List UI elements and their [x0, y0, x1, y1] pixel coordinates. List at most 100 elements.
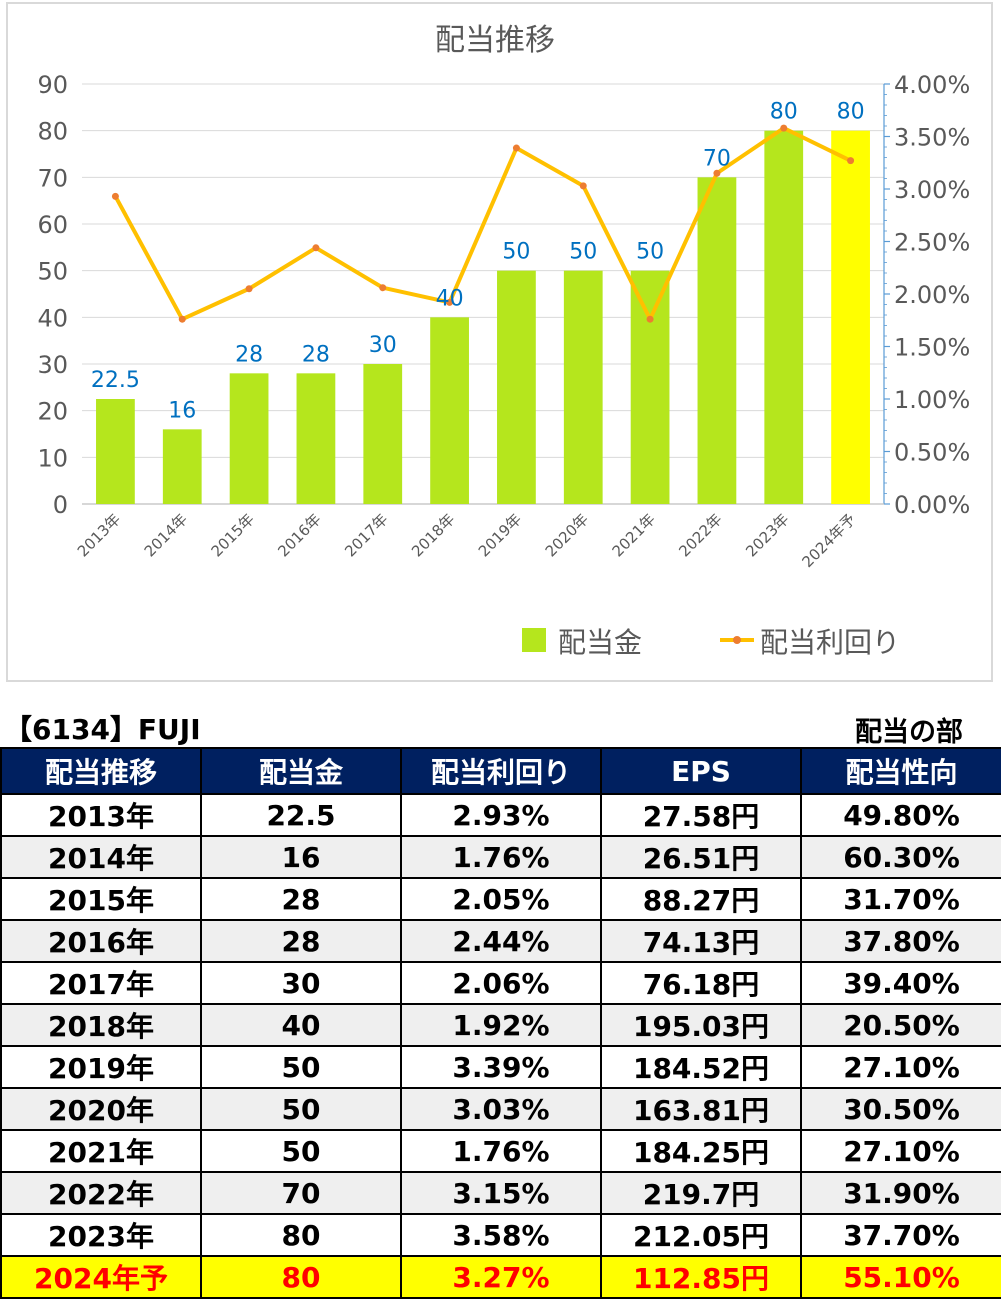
cell-payout: 31.70%: [800, 877, 1001, 921]
cell-year: 2016年: [0, 919, 202, 963]
cell-eps: 219.7円: [600, 1171, 802, 1215]
y-left-tick-label: 50: [37, 258, 68, 286]
cell-dividend: 28: [200, 877, 402, 921]
table-row: 2022年 70 3.15% 219.7円 31.90%: [0, 1171, 1001, 1215]
cell-yield: 2.06%: [400, 961, 602, 1005]
legend-swatch-dividend: [522, 628, 546, 652]
header-yield: 配当利回り: [400, 747, 602, 795]
cell-eps: 76.18円: [600, 961, 802, 1005]
x-tick-label: 2018年: [408, 510, 458, 560]
cell-yield: 3.39%: [400, 1045, 602, 1089]
point-yield: [178, 315, 186, 323]
cell-year: 2014年: [0, 835, 202, 879]
dividend-table: 配当推移 配当金 配当利回り EPS 配当性向 2013年 22.5 2.93% 27…: [0, 747, 1001, 1299]
cell-payout: 37.80%: [800, 919, 1001, 963]
cell-yield: 1.92%: [400, 1003, 602, 1047]
cell-eps: 163.81円: [600, 1087, 802, 1131]
y-right-tick-label: 2.00%: [894, 281, 970, 309]
table-row: 2015年 28 2.05% 88.27円 31.70%: [0, 877, 1001, 921]
cell-yield: 1.76%: [400, 1129, 602, 1173]
bar-data-label: 50: [636, 240, 664, 265]
cell-eps: 26.51円: [600, 835, 802, 879]
cell-year: 2015年: [0, 877, 202, 921]
x-tick-label: 2023年: [742, 510, 792, 560]
table-row: 2014年 16 1.76% 26.51円 60.30%: [0, 835, 1001, 879]
cell-payout: 37.70%: [800, 1213, 1001, 1257]
table-row: 2021年 50 1.76% 184.25円 27.10%: [0, 1129, 1001, 1173]
cell-year: 2023年: [0, 1213, 202, 1257]
x-tick-label: 2016年: [274, 510, 324, 560]
bar-dividend: [296, 373, 336, 504]
x-tick-label: 2019年: [475, 510, 525, 560]
point-yield: [579, 182, 587, 190]
cell-dividend: 40: [200, 1003, 402, 1047]
bar-data-label: 50: [569, 240, 597, 265]
y-right-tick-label: 0.50%: [894, 439, 970, 467]
cell-year: 2018年: [0, 1003, 202, 1047]
cell-yield: 3.15%: [400, 1171, 602, 1215]
y-left-tick-label: 90: [37, 71, 68, 99]
cell-year: 2019年: [0, 1045, 202, 1089]
x-tick-label: 2021年: [609, 510, 659, 560]
point-yield: [847, 157, 855, 165]
cell-eps: 195.03円: [600, 1003, 802, 1047]
cell-dividend: 22.5: [200, 793, 402, 837]
point-yield: [446, 298, 454, 306]
x-tick-label: 2015年: [208, 510, 258, 560]
cell-dividend: 50: [200, 1045, 402, 1089]
cell-dividend: 50: [200, 1129, 402, 1173]
chart-canvas: 配当推移 0 10 20 30 40 50 60 70 80 90 0.00% 0.50% 1.00% 1.…: [37, 23, 970, 659]
legend-label-yield: 配当利回り: [760, 626, 900, 659]
cell-yield: 3.58%: [400, 1213, 602, 1257]
x-tick-label: 2013年: [74, 510, 124, 560]
table-row: 2023年 80 3.58% 212.05円 37.70%: [0, 1213, 1001, 1257]
cell-eps: 184.25円: [600, 1129, 802, 1173]
bar-data-label: 80: [837, 100, 865, 125]
bar-dividend: [831, 130, 870, 504]
bar-data-label: 30: [369, 333, 397, 358]
cell-yield: 2.93%: [400, 793, 602, 837]
cell-eps: 212.05円: [600, 1213, 802, 1257]
bar-data-label: 70: [703, 146, 731, 171]
y-right-tick-label: 3.00%: [894, 176, 970, 204]
bar-data-label: 28: [302, 342, 330, 367]
legend-label-dividend: 配当金: [558, 626, 642, 659]
cell-dividend: 50: [200, 1087, 402, 1131]
y-right-tick-label: 3.50%: [894, 124, 970, 152]
cell-eps: 74.13円: [600, 919, 802, 963]
cell-yield: 2.05%: [400, 877, 602, 921]
bar-data-label: 22.5: [91, 368, 140, 393]
point-yield: [379, 284, 387, 292]
y-left-tick-label: 80: [37, 118, 68, 146]
table-row: 2017年 30 2.06% 76.18円 39.40%: [0, 961, 1001, 1005]
y-left-tick-label: 40: [37, 304, 68, 332]
cell-dividend: 70: [200, 1171, 402, 1215]
x-tick-label: 2024年予: [798, 510, 859, 571]
cell-payout: 20.50%: [800, 1003, 1001, 1047]
line-yield: [113, 126, 852, 322]
cell-year: 2013年: [0, 793, 202, 837]
cell-dividend: 80: [200, 1255, 402, 1299]
y-right-tick-label: 4.00%: [894, 71, 970, 99]
dividend-chart: 配当推移 0 10 20 30 40 50 60 70 80 90 0.00% 0.50% 1.00% 1.…: [6, 2, 993, 682]
table-row: 2020年 50 3.03% 163.81円 30.50%: [0, 1087, 1001, 1131]
bar-data-label: 40: [436, 286, 464, 311]
bar-data-label: 16: [168, 398, 196, 423]
point-yield: [713, 169, 721, 177]
cell-year: 2021年: [0, 1129, 202, 1173]
x-tick-label: 2022年: [675, 510, 725, 560]
cell-eps: 88.27円: [600, 877, 802, 921]
point-yield: [312, 244, 320, 252]
cell-payout: 31.90%: [800, 1171, 1001, 1215]
cell-payout: 60.30%: [800, 835, 1001, 879]
cell-dividend: 80: [200, 1213, 402, 1257]
point-yield: [245, 285, 253, 293]
cell-dividend: 28: [200, 919, 402, 963]
x-tick-label: 2020年: [542, 510, 592, 560]
x-tick-label: 2014年: [141, 510, 191, 560]
bar-dividend: [96, 399, 135, 504]
y-left-tick-label: 70: [37, 164, 68, 192]
y-right-tick-label: 2.50%: [894, 229, 970, 257]
cell-payout: 39.40%: [800, 961, 1001, 1005]
bar-data-label: 28: [235, 342, 263, 367]
